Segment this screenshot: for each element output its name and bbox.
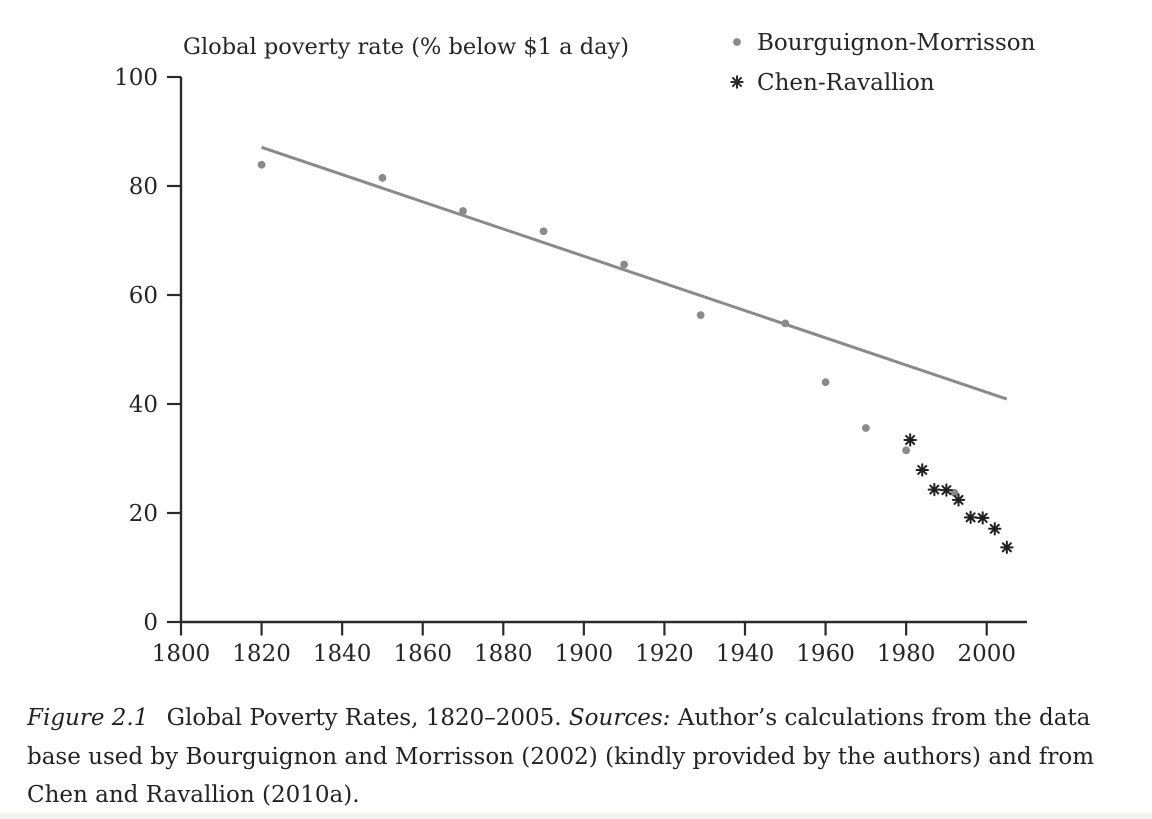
x-tick-label: 1900 bbox=[555, 641, 614, 667]
cr-data-point bbox=[929, 484, 940, 495]
cr-data-point bbox=[989, 523, 1000, 534]
x-tick-label: 1980 bbox=[877, 641, 936, 667]
cr-data-point bbox=[965, 512, 976, 523]
cr-data-point bbox=[905, 434, 916, 446]
bm-data-point bbox=[459, 207, 467, 215]
x-tick-label: 1800 bbox=[152, 641, 211, 667]
trend-line bbox=[261, 145, 1008, 401]
legend-asterisk-icon bbox=[731, 76, 743, 88]
cr-data-point bbox=[953, 494, 964, 505]
x-tick-label: 1960 bbox=[796, 641, 855, 667]
bm-data-point bbox=[861, 424, 870, 432]
legend-label: Bourguignon-Morrisson bbox=[757, 30, 1036, 56]
figure-label: Figure 2.1 bbox=[27, 705, 149, 731]
caption-sources-text: Author’s calculations from the data base… bbox=[27, 705, 1095, 808]
figure-caption: Figure 2.1 Global Poverty Rates, 1820–20… bbox=[27, 699, 1130, 815]
cr-data-point bbox=[941, 485, 952, 496]
bm-data-point bbox=[696, 311, 705, 320]
bm-data-point bbox=[781, 319, 790, 328]
bm-data-point bbox=[821, 378, 830, 387]
x-tick-label: 2000 bbox=[957, 641, 1016, 667]
bm-data-point bbox=[378, 173, 387, 182]
x-tick-label: 1820 bbox=[232, 641, 291, 667]
x-tick-label: 1880 bbox=[474, 641, 533, 667]
x-tick-label: 1920 bbox=[635, 641, 694, 667]
bm-data-point bbox=[902, 446, 911, 455]
legend-label: Chen-Ravallion bbox=[757, 70, 935, 96]
y-tick-label: 20 bbox=[129, 501, 158, 527]
cr-data-point bbox=[917, 464, 928, 475]
x-tick-label: 1860 bbox=[393, 641, 452, 667]
chart-title: Global poverty rate (% below $1 a day) bbox=[183, 34, 629, 60]
bm-data-point bbox=[539, 227, 548, 236]
page-bottom-edge bbox=[0, 813, 1152, 819]
cr-data-point bbox=[1001, 542, 1012, 553]
x-tick-label: 1940 bbox=[716, 641, 775, 667]
bm-data-point bbox=[620, 260, 629, 269]
x-tick-label: 1840 bbox=[313, 641, 372, 667]
y-tick-label: 40 bbox=[129, 392, 158, 418]
caption-title: Global Poverty Rates, 1820–2005. bbox=[166, 705, 562, 731]
axes bbox=[179, 77, 1027, 624]
legend-dot-icon bbox=[733, 38, 741, 46]
cr-data-point bbox=[977, 512, 988, 523]
bm-data-point bbox=[257, 160, 266, 169]
y-tick-label: 0 bbox=[143, 610, 158, 636]
y-tick-label: 80 bbox=[129, 174, 158, 200]
poverty-rate-chart: Global poverty rate (% below $1 a day) 0 2… bbox=[114, 30, 1036, 667]
caption-sources-label: Sources: bbox=[568, 705, 671, 731]
y-tick-label: 100 bbox=[114, 65, 158, 91]
y-tick-label: 60 bbox=[129, 283, 158, 309]
